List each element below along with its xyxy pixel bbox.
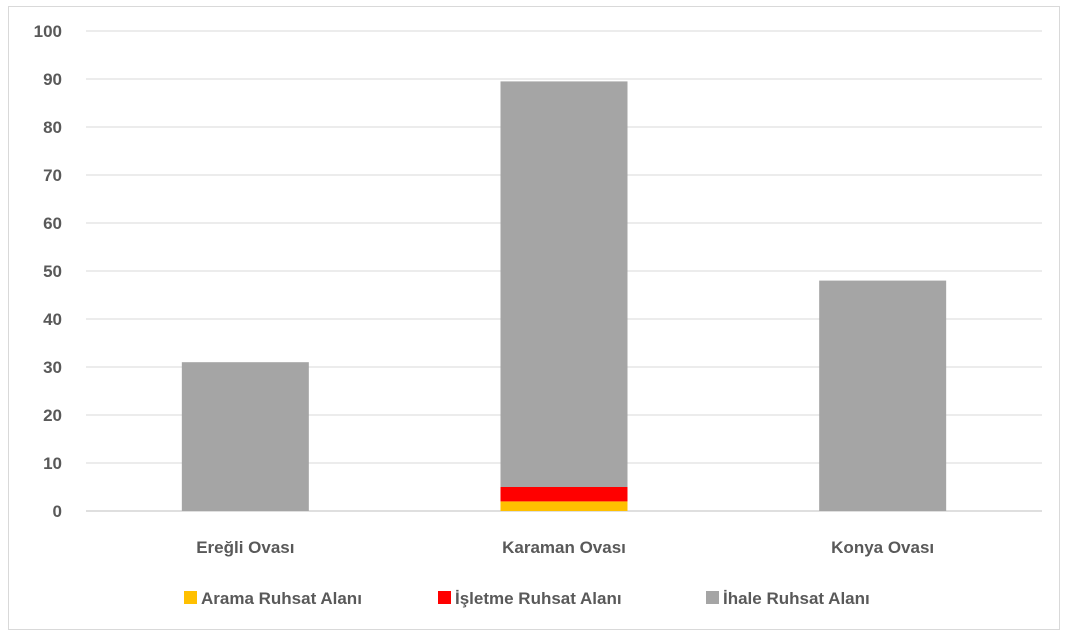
y-tick-label: 90	[43, 70, 62, 89]
bar-segment	[500, 487, 628, 502]
y-tick-label: 80	[43, 118, 62, 137]
x-category-label: Konya Ovası	[831, 538, 934, 557]
legend-swatch	[706, 591, 719, 604]
bars	[181, 81, 947, 511]
y-axis-ticks: 0 10 20 30 40 50 60 70 80 90 100	[34, 22, 62, 521]
y-tick-label: 60	[43, 214, 62, 233]
bar-segment	[500, 501, 628, 511]
y-tick-label: 20	[43, 406, 62, 425]
legend-label: İşletme Ruhsat Alanı	[455, 589, 622, 608]
bar-segment	[819, 280, 947, 511]
legend-swatch	[184, 591, 197, 604]
y-tick-label: 10	[43, 454, 62, 473]
x-category-label: Karaman Ovası	[502, 538, 626, 557]
legend: Arama Ruhsat Alanı İşletme Ruhsat Alanı İh…	[184, 589, 870, 608]
y-tick-label: 100	[34, 22, 62, 41]
legend-label: İhale Ruhsat Alanı	[723, 589, 870, 608]
y-tick-label: 30	[43, 358, 62, 377]
y-tick-label: 40	[43, 310, 62, 329]
bar-segment	[500, 81, 628, 488]
x-axis-categories: Ereğli Ovası Karaman Ovası Konya Ovası	[196, 538, 934, 557]
x-category-label: Ereğli Ovası	[196, 538, 294, 557]
y-tick-label: 70	[43, 166, 62, 185]
legend-swatch	[438, 591, 451, 604]
legend-label: Arama Ruhsat Alanı	[201, 589, 362, 608]
bar-segment	[181, 362, 309, 511]
y-tick-label: 50	[43, 262, 62, 281]
y-tick-label: 0	[53, 502, 62, 521]
